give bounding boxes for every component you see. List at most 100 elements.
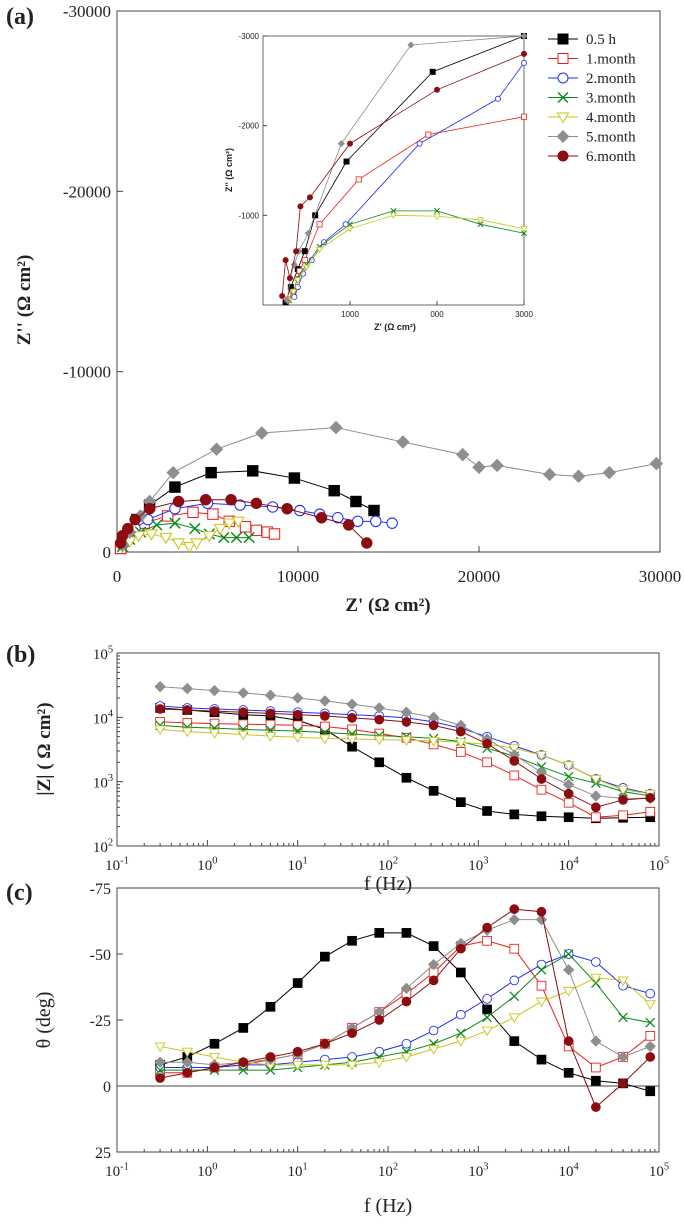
- bode-phase-point-6-month: [645, 1052, 656, 1062]
- inset-point-3-month: [347, 221, 353, 228]
- bode-modulus-point-4-month: [319, 734, 331, 745]
- bode-phase-point-6-month: [209, 1062, 220, 1073]
- bode-phase-point-6-month: [265, 1052, 276, 1062]
- legend-marker-6-month: [557, 150, 569, 162]
- bode-phase-point-6-month: [182, 1067, 193, 1078]
- bode-modulus-point-5-month: [237, 687, 249, 699]
- bode-phase-point-4-month: [644, 1000, 656, 1010]
- nyquist-point-4-month: [182, 541, 197, 554]
- bode-phase-point-5-month: [427, 958, 440, 971]
- bode-phase-point-4-month: [428, 1045, 440, 1055]
- bode-modulus-point-1-month: [209, 718, 220, 729]
- bode-modulus-point-5-month: [590, 790, 602, 802]
- inset-point-4-month: [389, 212, 398, 219]
- bode-modulus-point-6-month: [320, 711, 330, 721]
- bode-modulus-point-6-month: [645, 793, 656, 803]
- inset-point-6-month: [346, 140, 353, 147]
- nyquist-point-5-month: [490, 458, 504, 473]
- bode-phase-point-0-5-h: [563, 1067, 574, 1078]
- nyquist-point-1-month: [187, 506, 199, 519]
- bode-phase-point-6-month: [428, 975, 439, 986]
- bode-modulus-point-5-month: [346, 698, 358, 710]
- bode-phase-point-0-5-h: [591, 1075, 601, 1086]
- nyquist-x-tick-label: 10000: [277, 567, 320, 586]
- nyquist-point-6-month: [250, 497, 263, 510]
- bode-modulus-point-4-month: [181, 727, 193, 738]
- bode-phase-point-0-5-h: [536, 1054, 547, 1065]
- bode-phase-point-3-month: [238, 1065, 249, 1076]
- legend-marker-3-month: [557, 91, 569, 104]
- nyquist-point-3-month: [151, 519, 163, 531]
- inset-point-5-month: [337, 140, 345, 148]
- inset-point-5-month: [520, 32, 528, 40]
- nyquist-x-axis-title: Z' (Ω cm²): [345, 595, 430, 616]
- bode-modulus-point-4-month: [208, 729, 221, 739]
- inset-point-3-month: [434, 207, 440, 214]
- bode-modulus-point-6-month: [401, 717, 412, 727]
- bode-modulus-point-5-month: [181, 682, 193, 695]
- bode-phase-point-3-month: [618, 1012, 628, 1023]
- bode-modulus-point-6-month: [455, 726, 466, 737]
- bode-modulus-point-4-month: [154, 725, 166, 736]
- bode-phase-point-0-5-h: [238, 1023, 249, 1033]
- bode-modulus-point-1-month: [509, 770, 520, 781]
- bode-phase-point-3-month: [536, 964, 547, 975]
- bode-phase-point-2-month: [428, 1025, 439, 1036]
- nyquist-point-3-month: [169, 517, 181, 529]
- bode-modulus-point-4-month: [237, 730, 249, 741]
- bode-phase-point-5-month: [562, 964, 575, 976]
- bode-modulus-point-5-month: [154, 680, 166, 693]
- nyquist-point-6-month: [199, 493, 212, 506]
- bode-modulus-point-5-month: [264, 689, 277, 701]
- inset-y-tick-label: -3000: [239, 32, 260, 41]
- nyquist-point-6-month: [225, 493, 237, 506]
- bode-modulus-point-1-month: [482, 757, 492, 768]
- nyquist-x-tick-label: 0: [113, 567, 122, 586]
- nyquist-point-2-month: [294, 504, 306, 517]
- bode-phase-point-3-month: [563, 949, 574, 959]
- nyquist-point-5-month: [602, 465, 617, 480]
- nyquist-plot: 0 10000 20000 30000 0 -10000 -20000 -30000 Z' (…: [14, 2, 681, 616]
- nyquist-point-0-5-h: [368, 504, 380, 517]
- bode-phase-point-2-month: [482, 994, 492, 1004]
- inset-point-6-month: [433, 86, 440, 93]
- bode-modulus-point-4-month: [563, 761, 575, 771]
- bode-phase-point-5-month: [181, 1056, 193, 1068]
- bode-modulus-point-5-month: [373, 702, 385, 714]
- nyquist-point-2-month: [370, 515, 382, 528]
- inset-y-tick-label: -2000: [239, 122, 260, 131]
- bode-phase-point-4-month: [208, 1052, 221, 1063]
- bode-phase-point-0-5-h: [209, 1038, 220, 1049]
- bode-modulus-point-1-month: [591, 812, 601, 823]
- bode-modulus-point-4-month: [590, 775, 602, 785]
- bode-phase-y-tick-label: -25: [90, 1013, 111, 1030]
- bode-phase-point-0-5-h: [265, 1001, 276, 1012]
- inset-point-0-5-h: [429, 68, 436, 75]
- inset-point-6-month: [521, 50, 528, 57]
- bode-modulus-point-1-month: [347, 724, 357, 735]
- nyquist-y-tick-label: -30000: [63, 2, 111, 21]
- inset-point-3-month: [521, 230, 527, 237]
- bode-phase-point-6-month: [238, 1057, 249, 1068]
- bode-phase-point-4-month: [154, 1042, 166, 1053]
- nyquist-point-0-5-h: [247, 465, 259, 477]
- legend-label-6-month: 6.month: [586, 149, 636, 165]
- inset-point-4-month: [346, 226, 354, 233]
- inset-point-1-month: [316, 221, 323, 228]
- nyquist-point-6-month: [342, 519, 355, 531]
- nyquist-point-5-month: [209, 442, 224, 456]
- nyquist-y-axis-title: Z'' (Ω cm²): [14, 255, 35, 346]
- bode-phase-point-6-month: [563, 1036, 574, 1046]
- bode-phase-point-3-month: [155, 1065, 165, 1076]
- bode-phase-point-5-month: [590, 1035, 602, 1047]
- bode-phase-y-tick-label: 0: [103, 1079, 111, 1096]
- legend-label-4-month: 4.month: [586, 110, 636, 126]
- inset-point-3-month: [390, 207, 397, 214]
- inset-point-6-month: [286, 275, 293, 282]
- inset-point-0-5-h: [343, 158, 350, 165]
- bode-modulus-point-6-month: [618, 795, 628, 805]
- bode-phase-point-4-month: [181, 1047, 193, 1058]
- inset-point-1-month: [425, 131, 432, 138]
- inset-point-6-month: [279, 293, 286, 300]
- bode-modulus-point-4-month: [400, 736, 413, 746]
